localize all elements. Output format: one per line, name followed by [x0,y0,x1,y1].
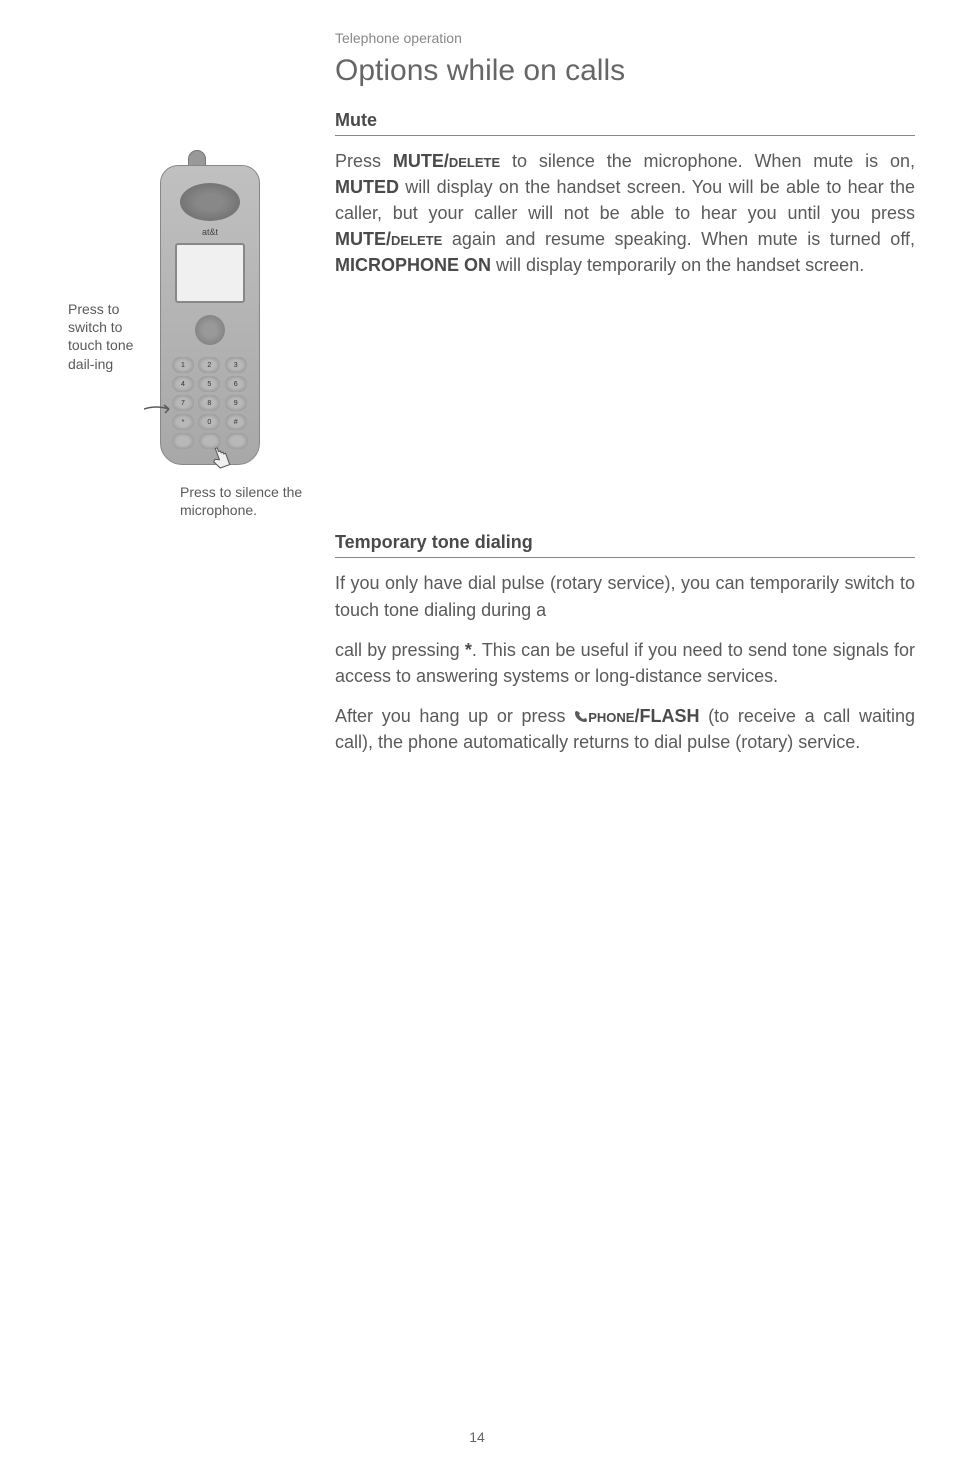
page-number: 14 [469,1429,485,1445]
key-0: 0 [198,414,220,430]
smallcaps-text: delete [449,151,500,171]
key-3: 3 [225,357,247,373]
illustration-column: at&t 1 2 3 4 5 6 7 8 9 * 0 # Press to sw… [70,165,270,485]
bold-text: MUTE/ [335,229,391,249]
key-6: 6 [225,376,247,392]
phone-screen [175,243,245,303]
main-content: Telephone operation Options while on cal… [335,30,915,755]
phone-nav-center [195,315,225,345]
illustration-left-label: Press to switch to touch tone dail-ing [68,300,148,373]
phone-speaker [180,183,240,221]
page-title: Options while on calls [335,54,915,88]
bold-text: * [465,640,472,660]
phone-keypad: 1 2 3 4 5 6 7 8 9 * 0 # [172,357,248,430]
smallcaps-text: phone/ [588,706,639,726]
key-1: 1 [172,357,194,373]
smallcaps-text: delete [391,229,442,249]
key-2: 2 [198,357,220,373]
section-heading-tone: Temporary tone dialing [335,532,915,558]
text-span: again and resume speaking. When mute is … [442,229,915,249]
phone-illustration: at&t 1 2 3 4 5 6 7 8 9 * 0 # Press to sw… [130,165,270,485]
key-hash: # [225,414,247,430]
text-span: call by pressing [335,640,465,660]
bold-text: MICROPHONE ON [335,255,491,275]
bold-text: MUTED [335,177,399,197]
phone-handset-icon [574,709,588,723]
text-span: Press [335,151,393,171]
key-7: 7 [172,395,194,411]
mute-paragraph: Press MUTE/delete to silence the microph… [335,148,915,278]
key-star: * [172,414,194,430]
tone-paragraph-3: After you hang up or press phone/FLASH (… [335,703,915,755]
text-span: After you hang up or press [335,706,574,726]
text-span: will display on the handset screen. You … [335,177,915,223]
key-8: 8 [198,395,220,411]
bottom-key-left [172,433,194,449]
att-logo: at&t [185,227,235,237]
phone-nav-area [180,310,240,350]
tone-paragraph-2: call by pressing *. This can be useful i… [335,637,915,689]
key-9: 9 [225,395,247,411]
phone-bottom-keys [172,433,248,449]
bold-text: FLASH [639,706,699,726]
section-heading-mute: Mute [335,110,915,136]
text-span: to silence the microphone. When mute is … [500,151,915,171]
bold-text: MUTE/ [393,151,449,171]
tone-paragraph-1: If you only have dial pulse (rotary serv… [335,570,915,622]
breadcrumb: Telephone operation [335,30,915,46]
text-span: will display temporarily on the handset … [491,255,864,275]
key-4: 4 [172,376,194,392]
key-5: 5 [198,376,220,392]
section-gap [335,292,915,532]
illustration-bottom-label: Press to silence the microphone. [180,483,340,519]
arrow-left-icon [144,403,174,415]
